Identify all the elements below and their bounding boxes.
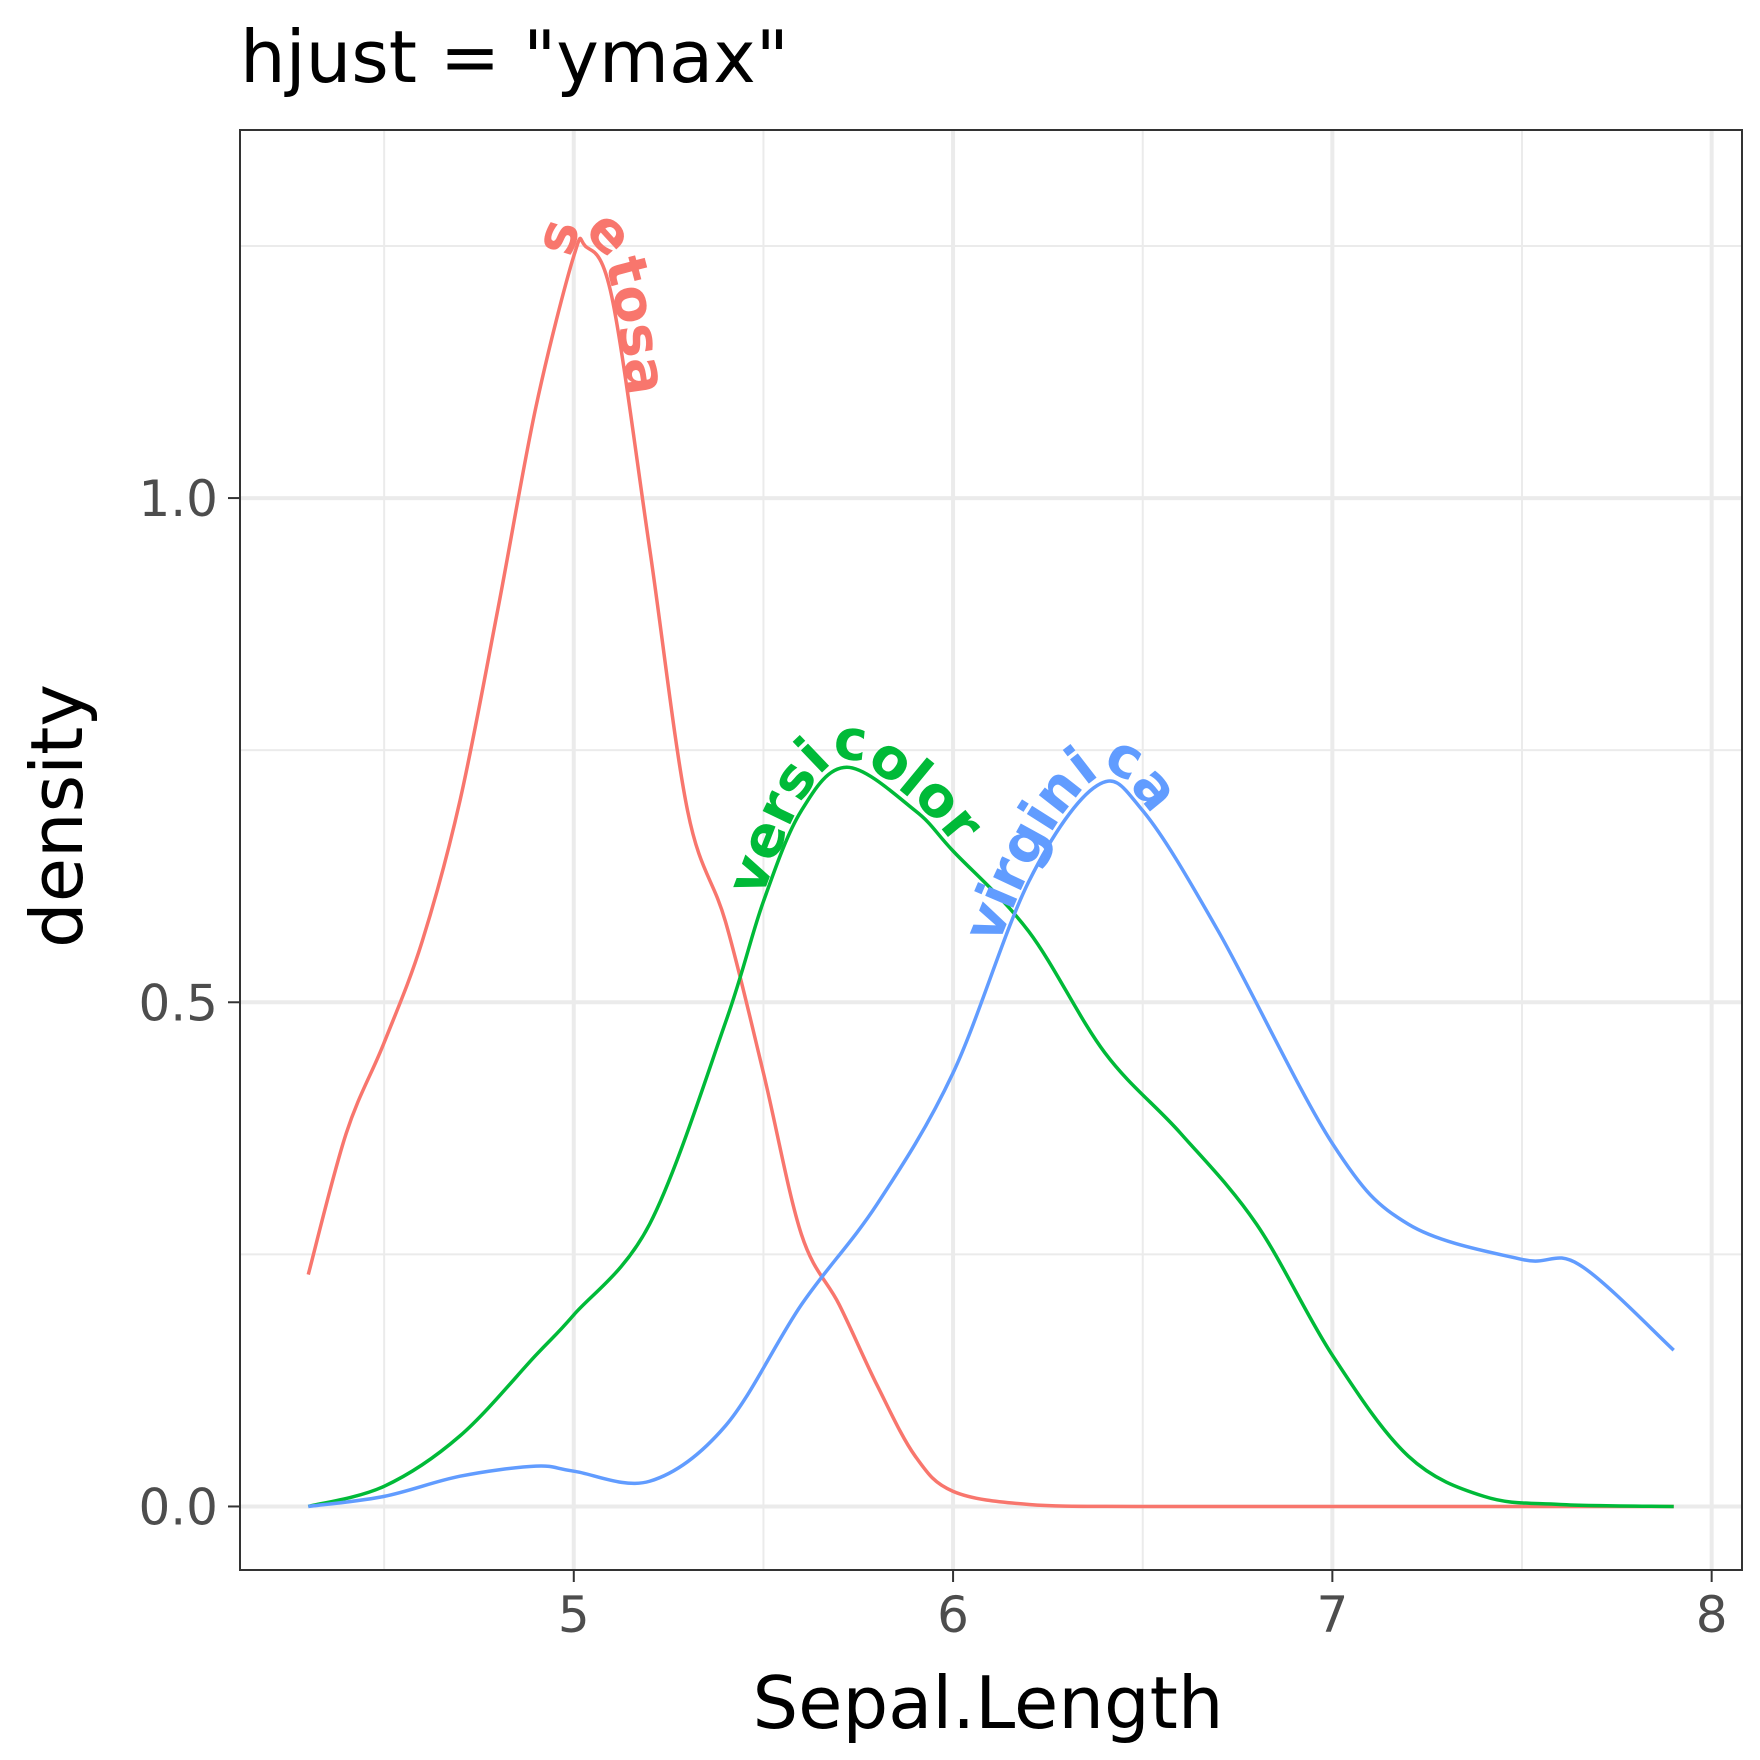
y-axis-title: density xyxy=(15,684,99,948)
grid-lines xyxy=(240,130,1742,1570)
axes: 5 6 7 8 0.0 0.5 1.0 xyxy=(138,470,1727,1644)
x-tick-label: 5 xyxy=(558,1586,590,1644)
y-tick-label: 0.5 xyxy=(138,974,218,1032)
x-tick-label: 8 xyxy=(1696,1586,1728,1644)
x-axis-title: Sepal.Length xyxy=(752,1661,1223,1745)
x-tick-label: 7 xyxy=(1316,1586,1348,1644)
density-curve-versicolor xyxy=(307,765,1674,1509)
density-curves xyxy=(306,236,1675,1509)
density-curve-setosa xyxy=(306,236,1674,1509)
x-tick-label: 6 xyxy=(937,1586,969,1644)
chart-title: hjust = "ymax" xyxy=(240,15,789,99)
y-tick-label: 1.0 xyxy=(138,470,218,528)
y-tick-label: 0.0 xyxy=(138,1478,218,1536)
plot-panel-border xyxy=(239,129,1743,1571)
density-curve-virginica xyxy=(308,779,1675,1509)
